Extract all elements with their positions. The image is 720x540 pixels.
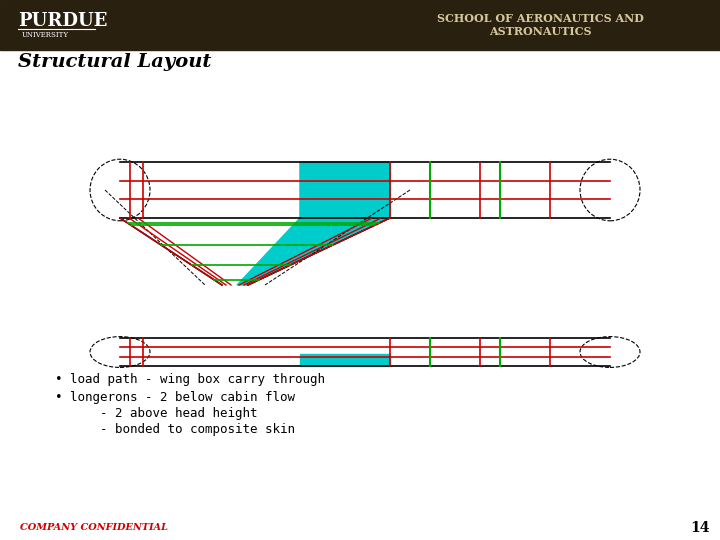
Polygon shape <box>237 162 390 285</box>
Bar <box>300 162 390 218</box>
Text: - bonded to composite skin: - bonded to composite skin <box>55 423 295 436</box>
Text: • load path - wing box carry through: • load path - wing box carry through <box>55 374 325 387</box>
Text: SCHOOL OF AERONAUTICS AND
ASTRONAUTICS: SCHOOL OF AERONAUTICS AND ASTRONAUTICS <box>436 13 644 37</box>
Text: COMPANY CONFIDENTIAL: COMPANY CONFIDENTIAL <box>20 523 168 532</box>
Bar <box>300 354 390 366</box>
Text: PURDUE: PURDUE <box>18 12 107 30</box>
Text: • longerons - 2 below cabin flow: • longerons - 2 below cabin flow <box>55 390 295 403</box>
Text: 14: 14 <box>690 521 710 535</box>
Text: - 2 above head height: - 2 above head height <box>55 408 258 421</box>
Text: Structural Layout: Structural Layout <box>18 53 212 71</box>
Text: UNIVERSITY: UNIVERSITY <box>22 31 69 39</box>
Bar <box>0 0 720 50</box>
